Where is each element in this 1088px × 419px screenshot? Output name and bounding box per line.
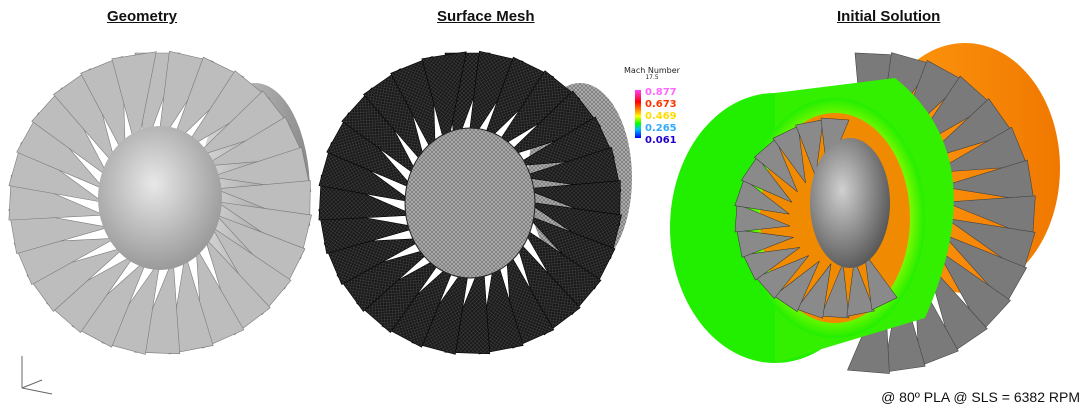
mach-number-legend: Mach Number 17.5 0.877 0.673 0.469 0.265… — [612, 66, 692, 146]
legend-colorbar — [635, 90, 641, 138]
title-geometry: Geometry — [107, 8, 178, 25]
initial-solution-fan-render — [670, 43, 1060, 374]
legend-value-4: 0.061 — [645, 135, 677, 146]
legend-value-3: 0.265 — [645, 123, 677, 134]
coordinate-axes-icon — [21, 356, 53, 395]
legend-subtitle: 17.5 — [645, 74, 659, 81]
geometry-fan-render — [8, 50, 312, 355]
legend-title: Mach Number — [624, 66, 680, 75]
operating-condition-annotation: @ 80º PLA @ SLS = 6382 RPM — [881, 389, 1080, 405]
title-initial-solution: Initial Solution — [837, 8, 941, 25]
title-surface-mesh: Surface Mesh — [437, 8, 535, 25]
legend-value-0: 0.877 — [645, 87, 677, 98]
legend-value-1: 0.673 — [645, 99, 677, 110]
surface-mesh-fan-render — [318, 50, 632, 355]
legend-value-2: 0.469 — [645, 111, 677, 122]
